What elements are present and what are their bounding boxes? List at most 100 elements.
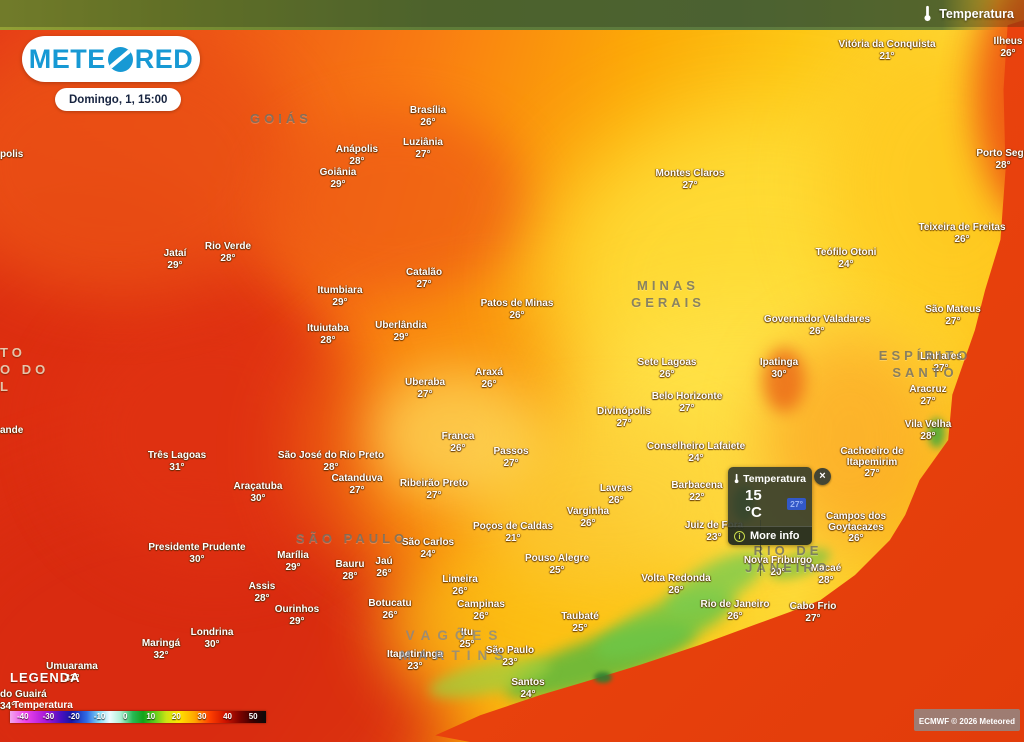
- city-label: Rio Verde 28°: [204, 241, 252, 264]
- city-label: Anápolis 28°: [335, 144, 379, 167]
- legend-tick: 10: [146, 712, 156, 721]
- tooltip-temperature-badge: 27°: [787, 498, 806, 510]
- city-label: ande: [0, 425, 24, 436]
- city-label: Jataí 29°: [163, 248, 187, 271]
- map-warm-region: [260, 110, 530, 300]
- map-warm-region: [763, 348, 805, 412]
- city-label: Poços de Caldas 21°: [472, 521, 554, 544]
- city-label: Macaé 28°: [810, 563, 842, 586]
- city-label: Rio de Janeiro 26°: [700, 599, 770, 622]
- city-label: do Guairá 34°: [0, 689, 47, 712]
- state-label: ESPÍRITO SANTO: [878, 348, 972, 380]
- credit-badge: ECMWF © 2026 Meteored: [913, 709, 1020, 731]
- map-mild-region: [370, 370, 540, 500]
- city-label: Cabo Frio 27°: [789, 601, 837, 624]
- legend-tick: -40: [17, 712, 29, 721]
- city-label: Ilheus 26°: [993, 36, 1023, 59]
- city-label: Goiânia 29°: [319, 167, 357, 190]
- city-label: Umuarama 33°: [46, 661, 98, 684]
- city-label: Linhares 27°: [920, 351, 962, 374]
- tooltip-title: Temperatura: [743, 472, 806, 485]
- close-icon: ×: [819, 470, 826, 482]
- city-label: Catanduva 27°: [331, 473, 383, 496]
- city-label: Belo Horizonte 27°: [651, 391, 723, 414]
- city-label: Uberaba 27°: [404, 377, 446, 400]
- meteored-logo[interactable]: METE RED: [22, 36, 200, 82]
- map-top-edge: [0, 0, 1024, 30]
- city-label: Juiz de Fora 23°: [684, 520, 744, 543]
- city-label: Lavras 26°: [599, 483, 633, 506]
- city-label: Londrina 30°: [190, 627, 234, 650]
- legend-tick: -20: [68, 712, 80, 721]
- state-label: MINAS GERAIS: [631, 278, 705, 310]
- state-label: GOIÁS: [250, 111, 312, 126]
- legend-tick: 30: [197, 712, 207, 721]
- city-label: Governador Valadares 26°: [763, 314, 871, 337]
- logo-text-right: RED: [134, 43, 194, 74]
- legend-title: LEGENDA: [10, 670, 81, 685]
- top-toolbar: Temperatura: [0, 0, 1024, 27]
- more-info-button[interactable]: i More info: [728, 526, 812, 545]
- city-label: Araçatuba 30°: [233, 481, 283, 504]
- city-label: Nova Friburgo 20°: [743, 555, 813, 578]
- city-label: Ribeirão Preto 27°: [399, 478, 469, 501]
- city-label: Assis 28°: [248, 581, 276, 604]
- city-label: Botucatu 26°: [368, 598, 412, 621]
- legend-tick: 0: [122, 712, 128, 721]
- city-label: Presidente Prudente 30°: [148, 542, 246, 565]
- tooltip-leader-line: [760, 520, 761, 576]
- city-label: Brasília 26°: [409, 105, 447, 128]
- city-label: Limeira 26°: [442, 574, 478, 597]
- temperature-tooltip: Temperatura 15 °C 27° i More info: [728, 467, 812, 545]
- city-label: São Mateus 27°: [925, 304, 981, 327]
- city-label: Araxá 26°: [475, 367, 503, 390]
- city-label: Sete Lagoas 26°: [637, 357, 697, 380]
- city-label: Volta Redonda 26°: [641, 573, 711, 596]
- city-label: Itu 25°: [459, 627, 475, 650]
- watermark-label: VAGÕES MARTINS: [399, 628, 511, 663]
- city-label: Ituiutaba 28°: [307, 323, 349, 346]
- tooltip-close-button[interactable]: ×: [814, 468, 831, 485]
- city-label: Campinas 26°: [457, 599, 505, 622]
- legend-tick: -10: [93, 712, 106, 721]
- city-label: Patos de Minas 26°: [480, 298, 554, 321]
- city-label: Marília 29°: [277, 550, 309, 573]
- thermometer-icon: [734, 473, 739, 484]
- island: [594, 672, 612, 683]
- state-label: TO O DO L: [0, 345, 50, 394]
- city-label: São José do Rio Preto 28°: [277, 450, 385, 473]
- city-label: Maringá 32°: [141, 638, 181, 661]
- city-label: Teixeira de Freitas 26°: [918, 222, 1006, 245]
- city-label: São Paulo 23°: [485, 645, 535, 668]
- state-label: RIO DE JANEIRO: [745, 543, 831, 575]
- city-label: Jaú 26°: [375, 556, 393, 579]
- city-label: Varginha 26°: [566, 506, 610, 529]
- city-label: Franca 26°: [441, 431, 475, 454]
- city-label: São Carlos 24°: [401, 537, 455, 560]
- city-label: Porto Segu28°: [976, 148, 1024, 171]
- city-label: Campos dos Goytacazes 26°: [825, 511, 887, 544]
- legend-tick: 40: [223, 712, 232, 721]
- city-label: Taubaté 25°: [561, 611, 599, 634]
- tooltip-temperature-value: 15 °C: [745, 487, 762, 521]
- timestamp-text: Domingo, 1, 15:00: [69, 93, 168, 106]
- city-label: Pouso Alegre 25°: [524, 553, 590, 576]
- state-label: SÃO PAULO: [295, 531, 409, 546]
- timestamp-chip[interactable]: Domingo, 1, 15:00: [55, 88, 182, 111]
- logo-o-icon: [107, 46, 133, 72]
- info-icon: i: [734, 530, 745, 542]
- legend-color-bar: -40 -30 -20 -10 0 10 20 30 40 50: [10, 711, 266, 723]
- thermometer-icon: [924, 5, 931, 22]
- city-label: Passos 27°: [493, 446, 529, 469]
- city-label: Barbacena 22°: [671, 480, 723, 503]
- logo-text-left: METE: [28, 43, 106, 74]
- city-label: Teófilo Otoni 24°: [815, 247, 877, 270]
- layer-label[interactable]: Temperatura: [939, 6, 1014, 21]
- city-label: Bauru 28°: [335, 559, 365, 582]
- city-label: Vitória da Conquista 21°: [838, 39, 936, 62]
- city-label: Catalão 27°: [405, 267, 443, 290]
- city-label: Vila Velha 28°: [904, 419, 952, 442]
- city-label: Ipatinga 30°: [759, 357, 799, 380]
